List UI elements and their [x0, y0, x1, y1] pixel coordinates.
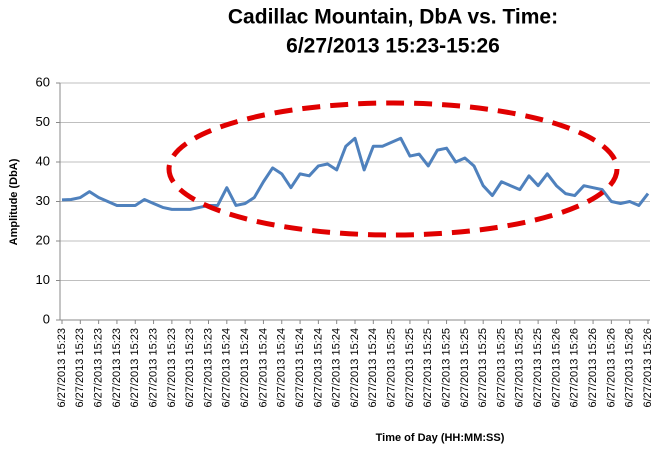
x-tick-label: 6/27/2013 15:26 [605, 328, 617, 408]
y-tick-label: 0 [43, 311, 50, 326]
x-tick-label: 6/27/2013 15:23 [184, 328, 196, 408]
x-tick-label: 6/27/2013 15:24 [367, 328, 379, 408]
y-tick-label: 60 [36, 74, 50, 89]
x-tick-label: 6/27/2013 15:24 [349, 328, 361, 408]
x-tick-label: 6/27/2013 15:24 [331, 328, 343, 408]
y-axis-label: Amplitude (DbA) [8, 158, 20, 245]
x-tick-label: 6/27/2013 15:25 [440, 328, 452, 408]
x-tick-label: 6/27/2013 15:23 [74, 328, 86, 408]
x-tick-label: 6/27/2013 15:23 [147, 328, 159, 408]
y-tick-label: 10 [36, 272, 50, 287]
chart-title: Cadillac Mountain, DbA vs. Time: [228, 6, 558, 29]
x-tick-label: 6/27/2013 15:24 [239, 328, 251, 408]
x-tick-label: 6/27/2013 15:26 [550, 328, 562, 408]
x-tick-label: 6/27/2013 15:25 [495, 328, 507, 408]
highlight-ellipse [166, 100, 620, 238]
x-tick-label: 6/27/2013 15:25 [386, 328, 398, 408]
y-tick-label: 30 [36, 193, 50, 208]
x-tick-label: 6/27/2013 15:24 [257, 328, 269, 408]
x-tick-label: 6/27/2013 15:24 [276, 328, 288, 408]
x-tick-label: 6/27/2013 15:26 [569, 328, 581, 408]
y-tick-label: 40 [36, 153, 50, 168]
x-tick-label: 6/27/2013 15:26 [587, 328, 599, 408]
x-tick-label: 6/27/2013 15:26 [624, 328, 636, 408]
x-tick-label: 6/27/2013 15:23 [56, 328, 68, 408]
y-tick-label: 50 [36, 114, 50, 129]
x-tick-label: 6/27/2013 15:24 [221, 328, 233, 408]
x-tick-label: 6/27/2013 15:24 [294, 328, 306, 408]
x-tick-label: 6/27/2013 15:23 [166, 328, 178, 408]
x-tick-label: 6/27/2013 15:25 [404, 328, 416, 408]
x-tick-label: 6/27/2013 15:23 [93, 328, 105, 408]
x-tick-label: 6/27/2013 15:23 [129, 328, 141, 408]
x-axis-label: Time of Day (HH:MM:SS) [376, 432, 505, 444]
x-tick-label: 6/27/2013 15:25 [532, 328, 544, 408]
x-tick-label: 6/27/2013 15:25 [422, 328, 434, 408]
x-tick-label: 6/27/2013 15:23 [111, 328, 123, 408]
x-tick-label: 6/27/2013 15:26 [642, 328, 651, 408]
data-line [61, 136, 650, 211]
x-tick-label: 6/27/2013 15:25 [477, 328, 489, 408]
x-tick-label: 6/27/2013 15:25 [514, 328, 526, 408]
x-tick-label: 6/27/2013 15:24 [312, 328, 324, 408]
x-tick-label: 6/27/2013 15:23 [202, 328, 214, 408]
x-tick-label: 6/27/2013 15:25 [459, 328, 471, 408]
y-tick-label: 20 [36, 232, 50, 247]
chart-title: 6/27/2013 15:23-15:26 [286, 35, 500, 58]
